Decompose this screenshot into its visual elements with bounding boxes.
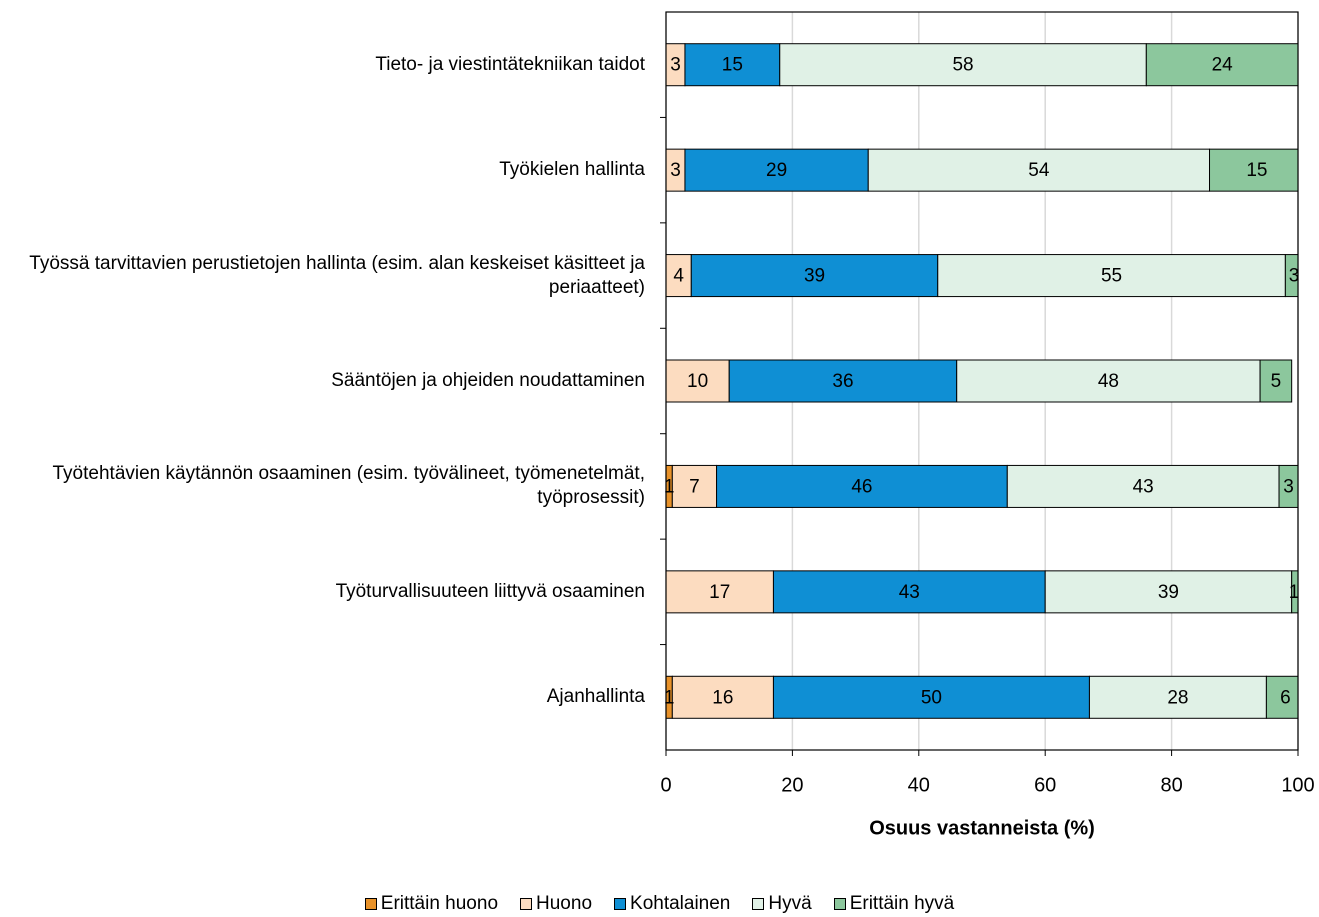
bar-segment — [867, 148, 1211, 192]
legend: Erittäin huono Huono Kohtalainen Hyvä Erittä… — [0, 893, 1319, 915]
legend-swatch — [833, 898, 846, 910]
bar-segment — [684, 43, 781, 87]
bar-segment — [1145, 43, 1298, 87]
bar-segment — [1006, 464, 1280, 508]
data-label: 7 — [689, 476, 700, 497]
legend-swatch — [614, 898, 627, 910]
data-label: 58 — [952, 55, 973, 76]
category-label: Sääntöjen ja ohjeiden noudattaminen — [331, 370, 645, 391]
data-label: 28 — [1167, 687, 1188, 708]
category-label: Tieto- ja viestintätekniikan taidot — [375, 53, 645, 75]
bar-segment — [1284, 254, 1298, 298]
data-label: 6 — [1280, 687, 1291, 708]
category-label: Työtehtävien käytännön osaaminen (esim. … — [52, 463, 646, 509]
data-label: 48 — [1098, 371, 1119, 392]
x-axis-title: Osuus vastanneista (%) — [869, 817, 1095, 839]
data-label: 55 — [1101, 266, 1122, 287]
data-label: 15 — [722, 55, 743, 76]
data-label: 36 — [832, 371, 853, 392]
data-label: 15 — [1246, 160, 1267, 181]
legend-label: Erittäin hyvä — [849, 893, 955, 914]
data-label: 39 — [804, 266, 825, 287]
data-label: 3 — [1283, 476, 1294, 497]
bar-segment — [779, 43, 1147, 87]
data-label: 46 — [851, 476, 872, 497]
data-label: 39 — [1158, 582, 1179, 603]
category-label: Työturvallisuuteen liittyvä osaaminen — [335, 580, 645, 602]
data-label: 10 — [687, 371, 708, 392]
x-tick-label: 40 — [908, 774, 930, 796]
data-label: 50 — [921, 687, 942, 708]
bar-segment — [1044, 570, 1293, 614]
bar-segment — [1278, 464, 1298, 508]
legend-item: Erittäin hyvä — [833, 893, 955, 915]
data-label: 16 — [712, 687, 733, 708]
x-tick-label: 80 — [1160, 774, 1182, 796]
legend-swatch — [520, 898, 533, 910]
data-label: 3 — [670, 55, 681, 76]
x-tick-label: 20 — [781, 774, 803, 796]
x-tick-label: 0 — [660, 774, 671, 796]
category-label: Työssä tarvittavien perustietojen hallin… — [29, 252, 645, 298]
bar-segment — [671, 464, 718, 508]
data-label: 29 — [766, 160, 787, 181]
bar-segment — [666, 570, 774, 614]
data-label: 43 — [899, 582, 920, 603]
bar-segment — [666, 254, 692, 298]
bar-segment — [1265, 675, 1298, 719]
data-label: 54 — [1028, 160, 1050, 181]
bar-segment — [772, 570, 1046, 614]
data-label: 1 — [664, 476, 675, 497]
legend-label: Huono — [536, 893, 593, 914]
legend-label: Hyvä — [768, 893, 812, 914]
bar-segment — [1291, 570, 1298, 614]
legend-swatch — [364, 898, 377, 910]
category-label: Ajanhallinta — [546, 686, 645, 708]
bar-segment — [671, 675, 774, 719]
data-label: 3 — [1289, 266, 1300, 287]
category-label: Työkielen hallinta — [499, 159, 645, 181]
bar-segment — [1209, 148, 1298, 192]
legend-item: Hyvä — [752, 893, 812, 915]
legend-label: Erittäin huono — [380, 893, 499, 914]
bar-segment — [937, 254, 1286, 298]
bar-segment — [1088, 675, 1267, 719]
plot-frame — [665, 11, 1299, 751]
legend-label: Kohtalainen — [630, 893, 731, 914]
data-label: 5 — [1271, 371, 1282, 392]
data-label: 1 — [664, 687, 675, 708]
legend-item: Erittäin huono — [364, 893, 499, 915]
data-label: 4 — [673, 266, 684, 287]
bar-segment — [690, 254, 939, 298]
legend-swatch — [752, 898, 765, 910]
bar-segment — [684, 148, 869, 192]
x-tick-label: 100 — [1281, 774, 1314, 796]
bar-segment — [728, 359, 958, 403]
bar-segment — [1259, 359, 1293, 403]
data-label: 3 — [670, 160, 681, 181]
bar-segment — [666, 359, 730, 403]
legend-item: Kohtalainen — [614, 893, 730, 915]
bar-segment — [716, 464, 1008, 508]
data-label: 24 — [1212, 55, 1234, 76]
x-tick-label: 60 — [1034, 774, 1056, 796]
legend-item: Huono — [520, 893, 592, 915]
data-label: 1 — [1289, 582, 1300, 603]
data-label: 43 — [1133, 476, 1154, 497]
data-label: 17 — [709, 582, 730, 603]
